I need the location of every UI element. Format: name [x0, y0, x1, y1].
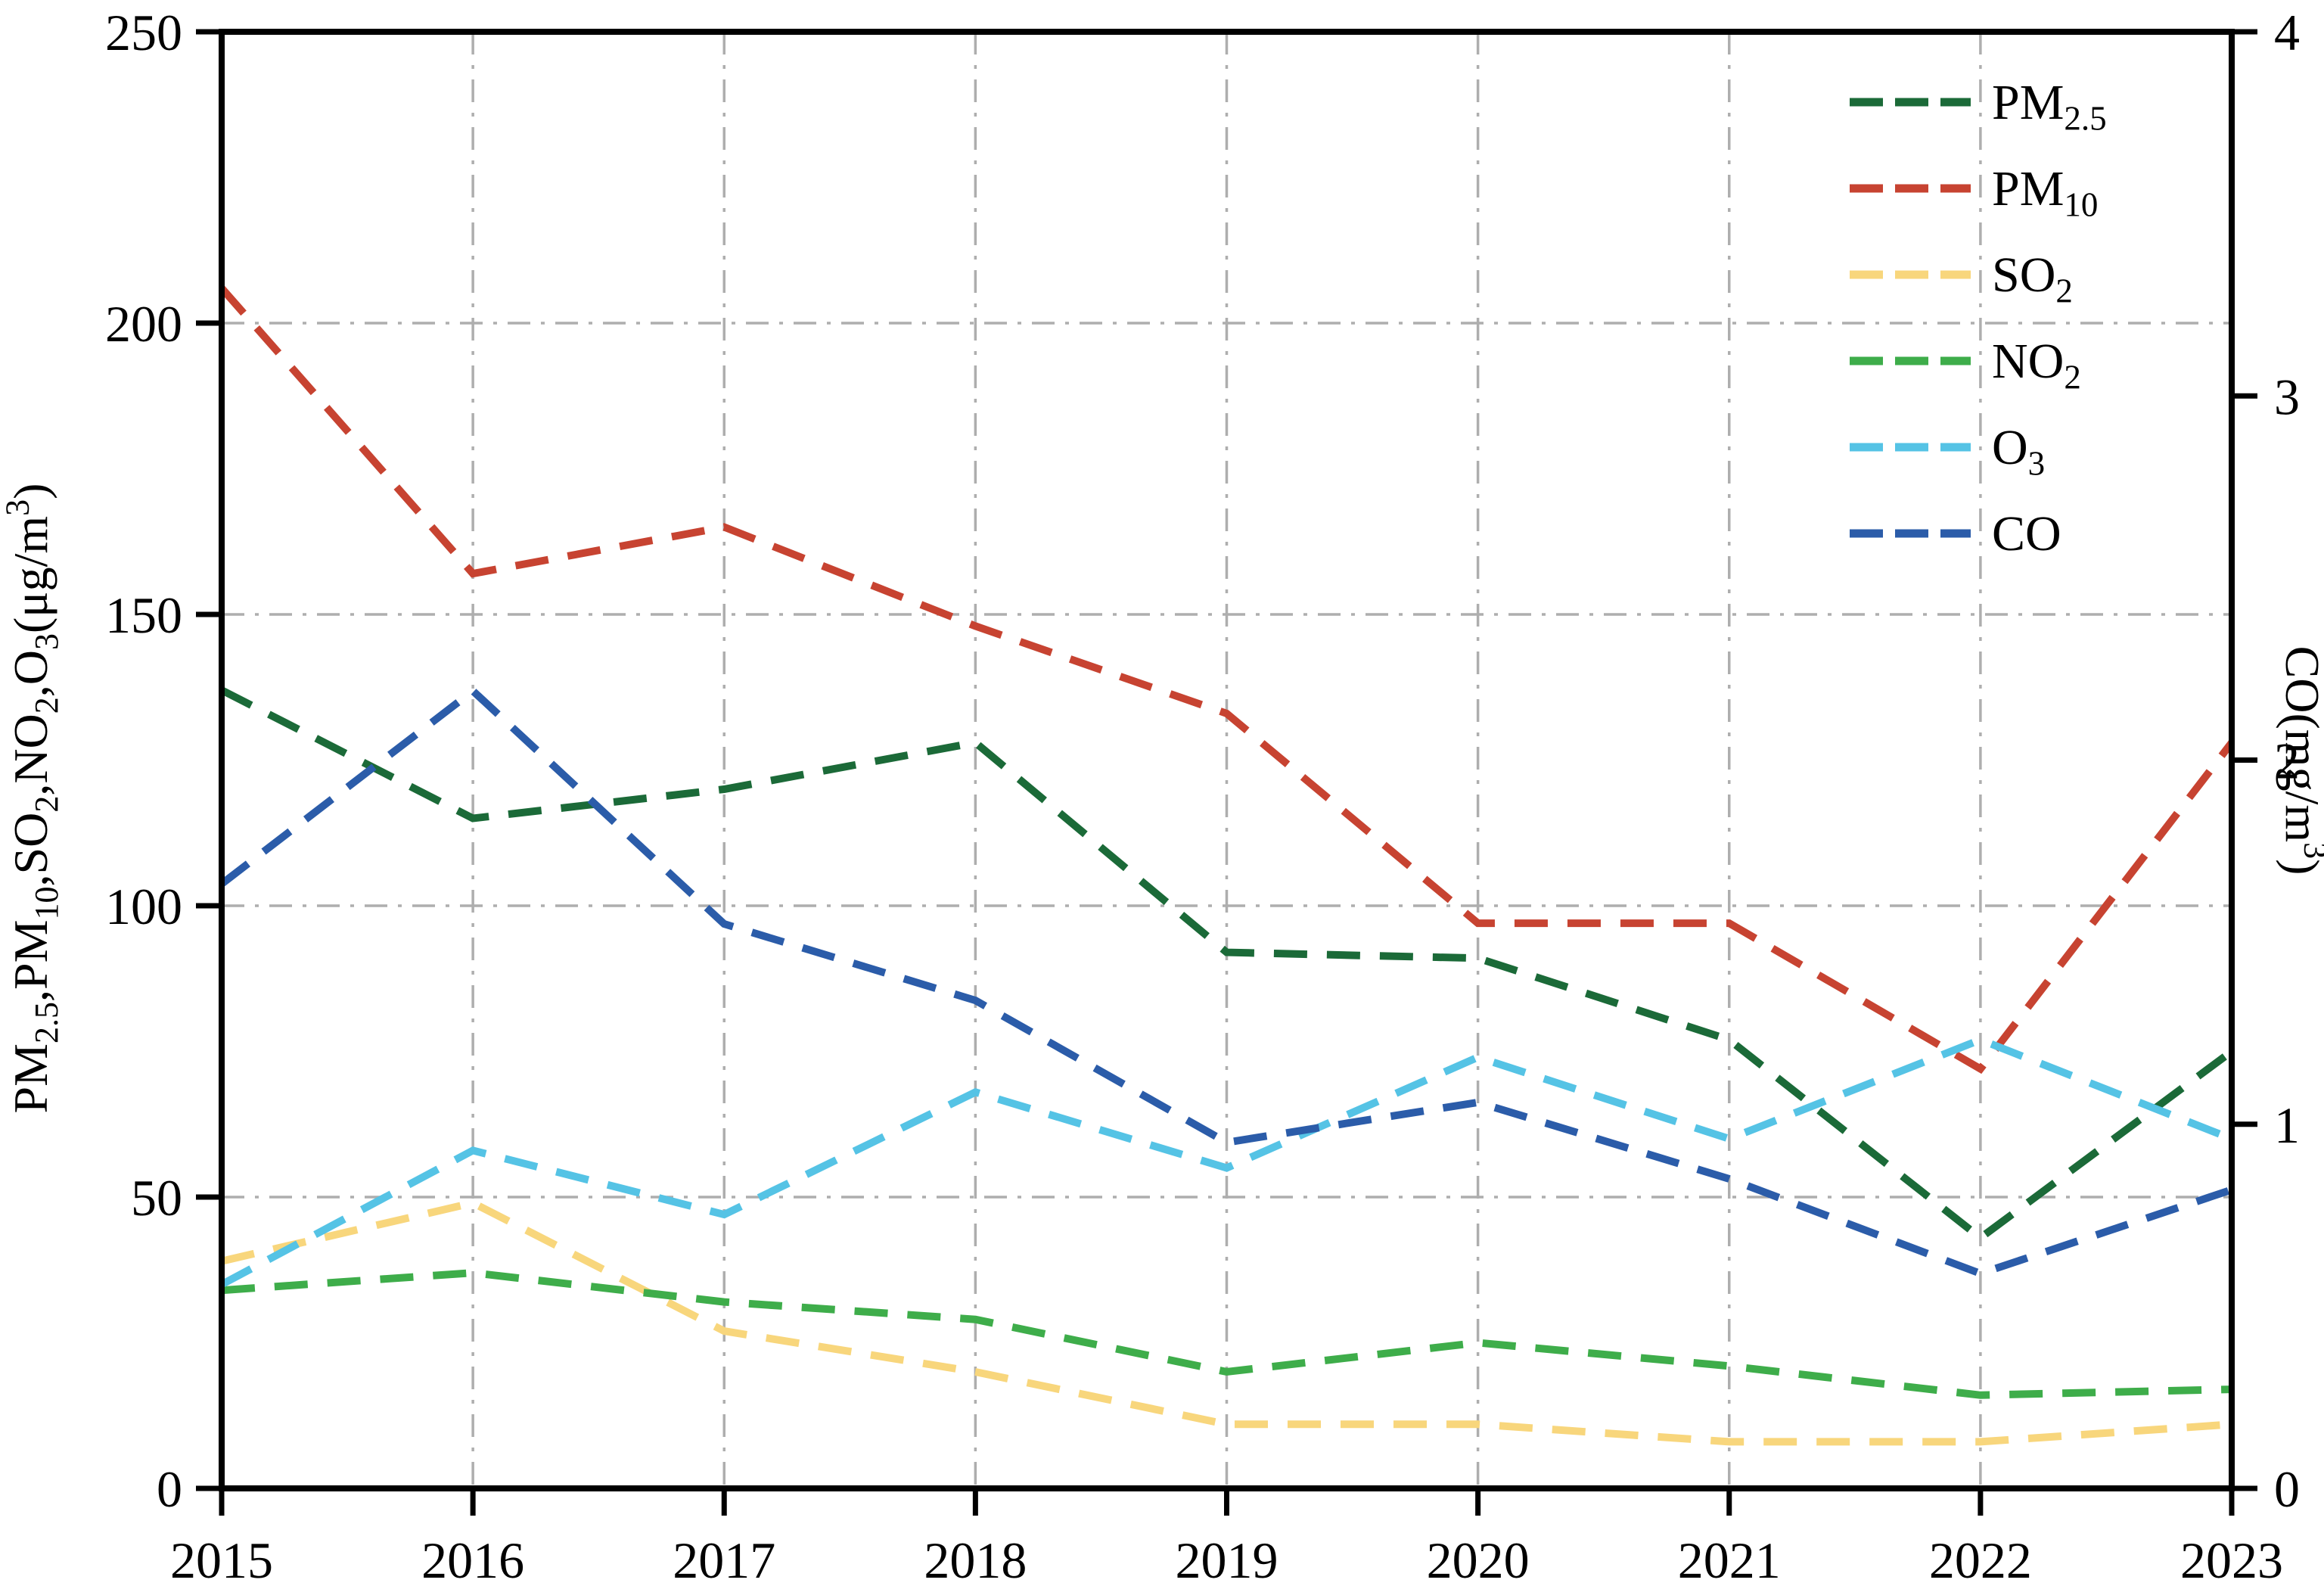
right-tick-label-0: 0: [2274, 1460, 2300, 1518]
legend-label-O3: O3: [1992, 420, 2045, 483]
left-tick-label-150: 150: [105, 586, 182, 644]
left-tick-label-0: 0: [157, 1460, 182, 1518]
series-line-SO2: [220, 1199, 2232, 1446]
x-tick-label-2020: 2020: [1427, 1532, 1530, 1586]
left-tick-label-50: 50: [131, 1169, 182, 1227]
x-tick-label-2021: 2021: [1678, 1532, 1781, 1586]
x-tick-label-2022: 2022: [1929, 1532, 2032, 1586]
x-tick-label-2017: 2017: [673, 1532, 775, 1586]
legend-label-SO2: SO2: [1992, 247, 2073, 310]
x-tick-label-2019: 2019: [1176, 1532, 1279, 1586]
x-tick-label-2023: 2023: [2180, 1532, 2283, 1586]
legend-label-PM10: PM10: [1992, 161, 2098, 224]
right-tick-label-4: 4: [2274, 4, 2300, 61]
series-line-O3: [219, 1035, 2233, 1288]
series-line-NO2: [221, 1269, 2232, 1399]
left-tick-label-100: 100: [105, 878, 182, 935]
legend-label-CO: CO: [1992, 506, 2061, 561]
left-tick-label-250: 250: [105, 4, 182, 61]
legend-label-PM2.5: PM2.5: [1992, 75, 2107, 138]
x-tick-label-2018: 2018: [924, 1532, 1027, 1586]
right-tick-label-3: 3: [2274, 368, 2300, 425]
series-line-PM2.5: [219, 686, 2234, 1243]
series-line-PM10: [219, 285, 2235, 1074]
right-tick-label-1: 1: [2274, 1096, 2300, 1154]
left-tick-label-200: 200: [105, 295, 182, 353]
y-axis-label-right: CO(mg/m3): [2276, 646, 2324, 875]
legend-label-NO2: NO2: [1992, 334, 2081, 396]
x-tick-label-2015: 2015: [170, 1532, 273, 1586]
x-tick-label-2016: 2016: [421, 1532, 524, 1586]
y-axis-label-left: PM2.5,PM10,SO2,NO2,O3(μg/m3): [0, 484, 65, 1114]
right-tick-label-2: 2: [2274, 732, 2300, 790]
series-line-CO: [219, 686, 2233, 1278]
